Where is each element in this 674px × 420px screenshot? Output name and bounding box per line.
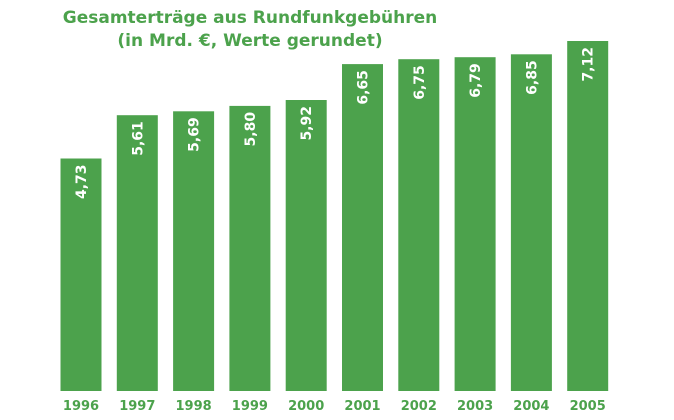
value-label-1998: 5,69 — [187, 117, 203, 152]
x-tick-label-2003: 2003 — [457, 399, 493, 414]
bar-2005 — [567, 41, 609, 391]
x-tick-label-1999: 1999 — [232, 399, 268, 414]
chart-subtitle: (in Mrd. €, Werte gerundet) — [117, 31, 383, 51]
bar-1998 — [173, 111, 215, 392]
value-label-2002: 6,75 — [412, 65, 428, 100]
x-tick-label-2000: 2000 — [288, 399, 324, 414]
bar-2000 — [285, 100, 327, 391]
value-label-2003: 6,79 — [468, 63, 484, 98]
chart-title: Gesamterträge aus Rundfunkgebühren — [62, 8, 438, 28]
x-tick-label-1996: 1996 — [63, 399, 99, 414]
bar-2002 — [398, 59, 440, 391]
value-label-1997: 5,61 — [130, 121, 146, 156]
chart-title-block: Gesamterträge aus Rundfunkgebühren (in M… — [40, 7, 460, 53]
value-label-2005: 7,12 — [581, 47, 597, 82]
x-tick-label-1998: 1998 — [176, 399, 212, 414]
value-label-2004: 6,85 — [524, 60, 540, 95]
value-label-1999: 5,80 — [243, 112, 259, 147]
value-label-2000: 5,92 — [299, 106, 315, 141]
bar-1996 — [60, 158, 102, 391]
value-label-2001: 6,65 — [356, 70, 372, 105]
bar-1999 — [229, 105, 271, 392]
bar-2001 — [342, 64, 383, 391]
bar-1997 — [116, 115, 158, 391]
x-tick-label-1997: 1997 — [119, 399, 155, 414]
x-tick-label-2004: 2004 — [513, 399, 549, 414]
bar-2003 — [454, 57, 496, 391]
value-label-1996: 4,73 — [74, 165, 90, 200]
x-tick-label-2005: 2005 — [570, 399, 606, 414]
x-tick-label-2002: 2002 — [401, 399, 437, 414]
x-tick-label-2001: 2001 — [344, 399, 380, 414]
bar-2004 — [510, 54, 552, 392]
